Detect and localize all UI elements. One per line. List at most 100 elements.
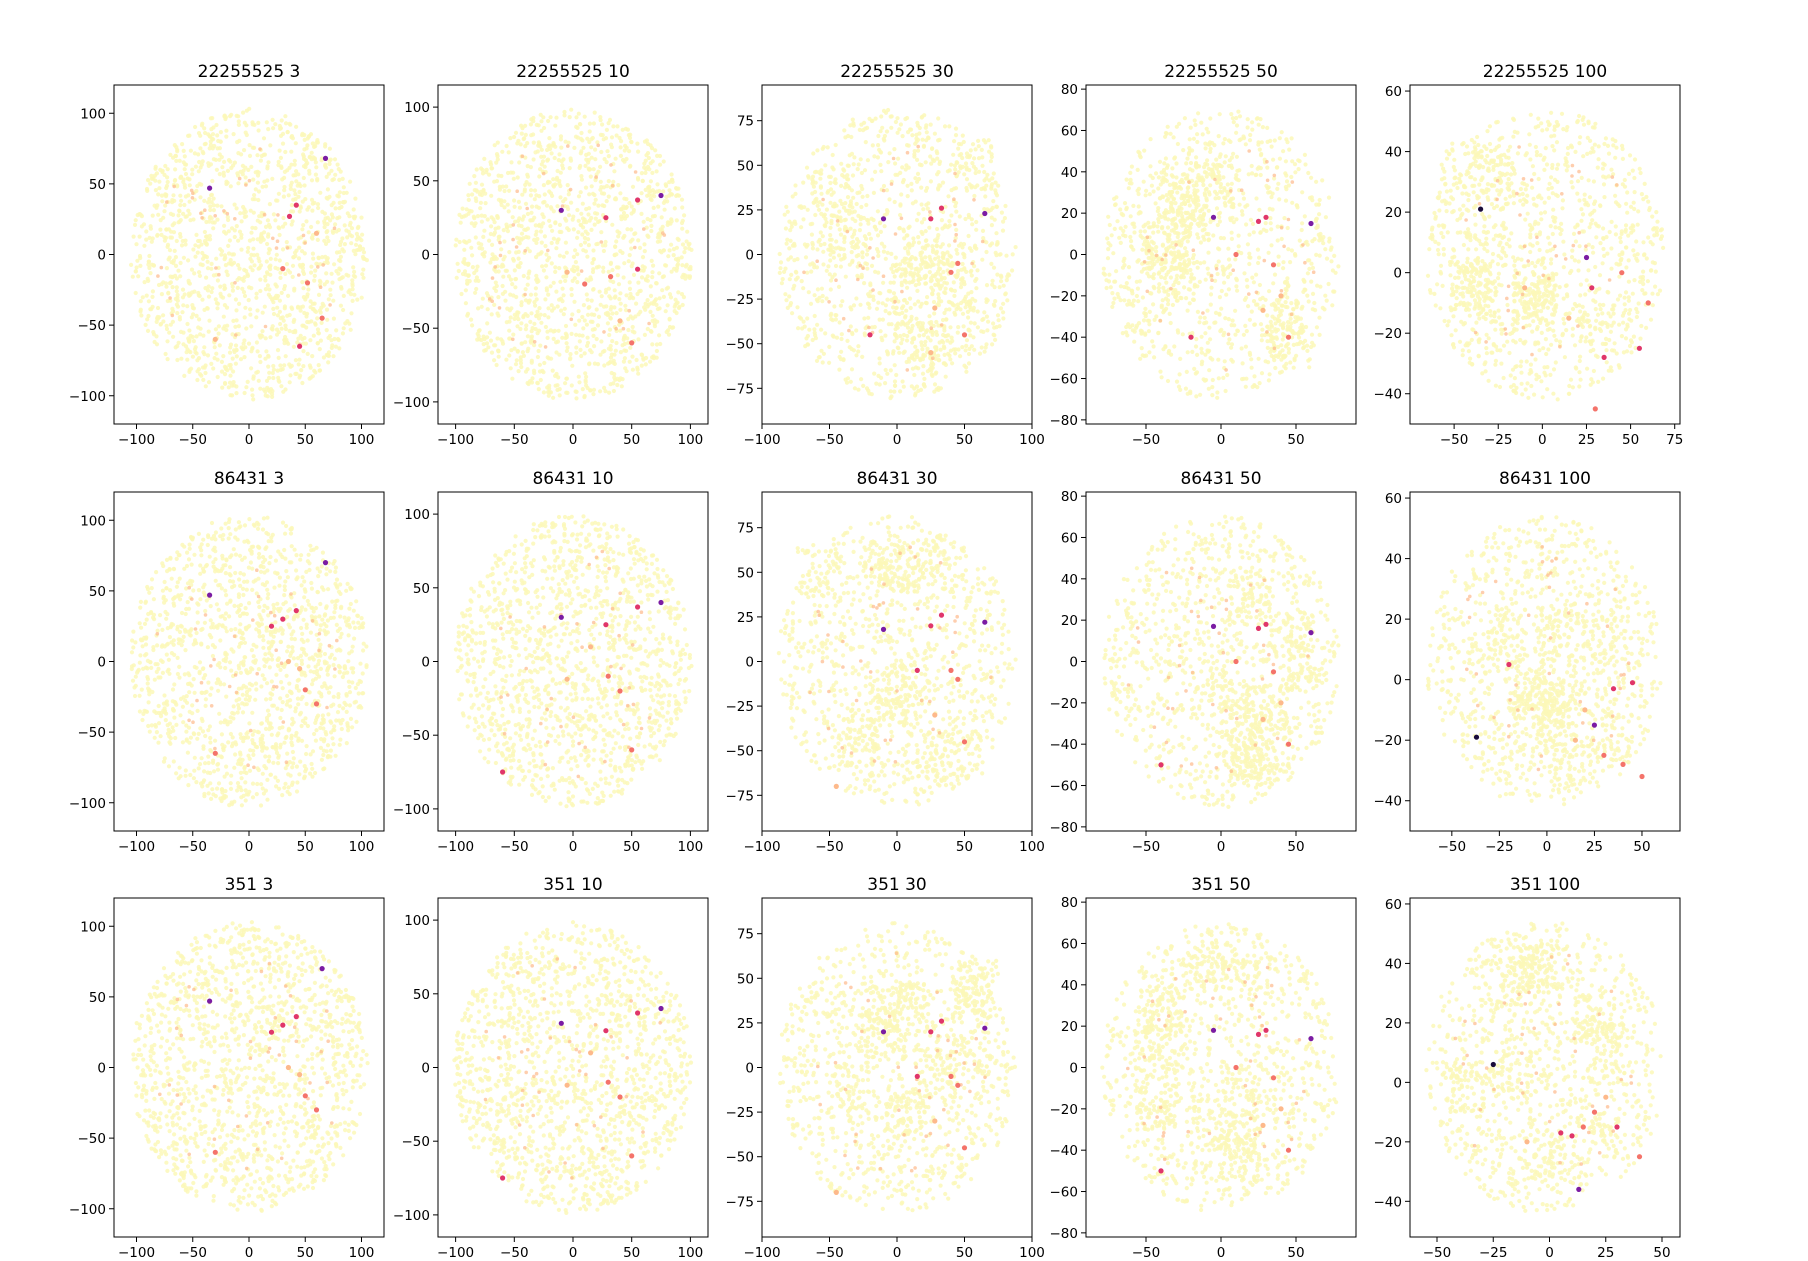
cloud-point	[577, 333, 582, 338]
cloud-point	[971, 305, 976, 310]
cloud-point	[891, 156, 896, 161]
cloud-point	[586, 243, 592, 248]
cloud-point	[178, 234, 183, 239]
cloud-point	[1250, 171, 1255, 176]
cloud-point	[881, 249, 887, 254]
cloud-point	[963, 216, 968, 222]
cloud-point	[202, 126, 207, 131]
cloud-point	[958, 277, 964, 282]
cloud-point	[523, 298, 529, 303]
cloud-point	[900, 259, 905, 264]
cloud-point	[205, 266, 211, 271]
cloud-point	[267, 287, 272, 292]
cloud-point	[239, 277, 244, 282]
cloud-point	[1318, 284, 1323, 289]
cloud-point	[583, 163, 588, 168]
cloud-point	[570, 363, 575, 368]
cloud-point	[352, 269, 357, 274]
cloud-point	[902, 271, 908, 276]
cloud-point	[900, 267, 905, 272]
cloud-point	[598, 389, 603, 394]
cloud-point	[488, 260, 493, 265]
y-tick-label: 100	[404, 100, 430, 116]
cloud-point	[323, 142, 328, 147]
cloud-point	[526, 271, 531, 276]
cloud-point	[788, 301, 794, 306]
cloud-point	[558, 183, 563, 189]
cloud-point	[867, 116, 872, 121]
cloud-point	[281, 318, 286, 323]
cloud-point	[583, 371, 588, 376]
cloud-point	[266, 354, 271, 359]
cloud-point	[813, 212, 818, 218]
scatter-point	[928, 216, 934, 222]
cloud-point	[226, 217, 231, 223]
cloud-point	[985, 328, 990, 333]
cloud-point	[163, 163, 168, 169]
cloud-point	[225, 211, 230, 216]
cloud-point	[218, 130, 223, 135]
cloud-point	[923, 281, 928, 286]
cloud-point	[320, 255, 325, 260]
cloud-point	[546, 306, 551, 311]
cloud-point	[972, 198, 976, 202]
cloud-point	[512, 204, 517, 209]
cloud-point	[913, 176, 918, 181]
cloud-point	[820, 293, 825, 299]
cloud-point	[175, 311, 180, 316]
cloud-point	[942, 328, 947, 333]
scatter-point	[982, 210, 988, 217]
cloud-point	[277, 258, 282, 263]
cloud-point	[879, 375, 884, 380]
cloud-point	[259, 233, 264, 238]
cloud-point	[315, 220, 320, 225]
cloud-point	[253, 226, 258, 231]
cloud-point	[928, 179, 934, 184]
cloud-point	[789, 272, 794, 277]
cloud-point	[573, 260, 579, 265]
cloud-point	[577, 339, 582, 344]
cloud-point	[350, 278, 355, 283]
cloud-point	[296, 336, 301, 341]
cloud-point	[352, 292, 357, 297]
cloud-point	[1290, 200, 1295, 205]
cloud-point	[637, 245, 643, 250]
cloud-point	[233, 324, 238, 329]
cloud-point	[873, 116, 878, 121]
cloud-point	[298, 373, 303, 378]
cloud-point	[510, 376, 515, 381]
cloud-point	[226, 261, 232, 266]
cloud-point	[285, 130, 290, 135]
cloud-point	[554, 246, 559, 251]
cloud-point	[1239, 346, 1244, 351]
cloud-point	[615, 229, 620, 234]
cloud-point	[457, 239, 462, 245]
cloud-point	[289, 209, 294, 214]
cloud-point	[271, 300, 276, 305]
cloud-point	[939, 275, 945, 280]
cloud-point	[333, 172, 338, 177]
cloud-point	[311, 333, 316, 338]
cloud-point	[991, 171, 996, 176]
cloud-point	[817, 295, 822, 300]
cloud-point	[1248, 217, 1253, 222]
scatter-point	[313, 230, 320, 236]
cloud-point	[806, 174, 811, 179]
cloud-point	[962, 172, 967, 177]
cloud-point	[254, 340, 259, 345]
cloud-point	[960, 345, 965, 350]
cloud-point	[541, 214, 546, 220]
cloud-point	[256, 120, 261, 125]
cloud-point	[1151, 230, 1156, 235]
cloud-point	[1122, 298, 1127, 303]
x-tick-label: −100	[437, 432, 474, 448]
cloud-point	[583, 185, 589, 190]
cloud-point	[519, 364, 524, 370]
cloud-point	[792, 243, 797, 248]
cloud-point	[859, 274, 864, 279]
cloud-point	[493, 280, 498, 285]
cloud-point	[826, 189, 831, 194]
cloud-point	[614, 239, 619, 244]
cloud-point	[333, 206, 338, 211]
cloud-point	[901, 304, 906, 309]
